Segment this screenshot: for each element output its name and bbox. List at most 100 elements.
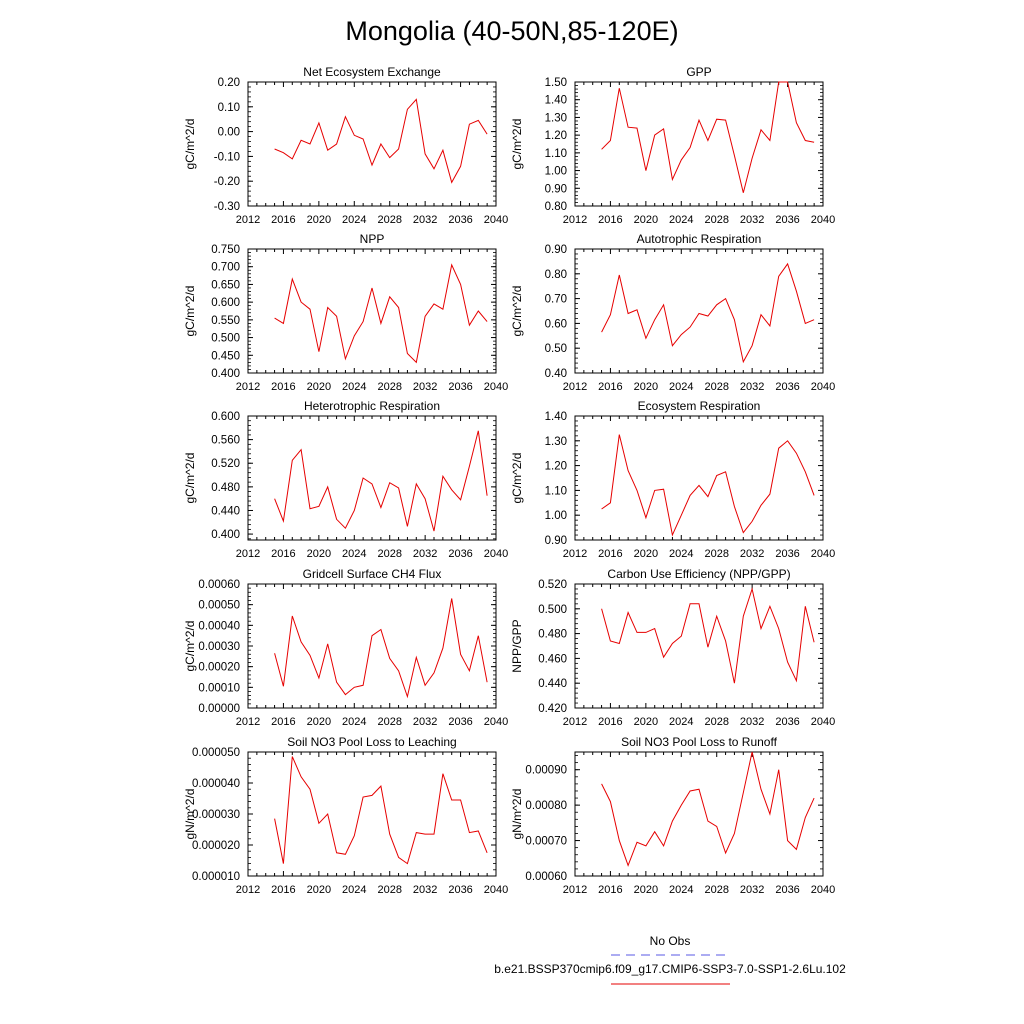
y-tick-label: 0.70 (545, 294, 567, 306)
legend-label-no-obs: No Obs (650, 934, 691, 948)
x-tick-label: 2024 (669, 381, 693, 393)
x-tick-label: 2024 (669, 716, 693, 728)
x-tick-label: 2032 (740, 716, 764, 728)
x-tick-label: 2036 (775, 548, 799, 560)
panels: Net Ecosystem Exchange 2012 2016 2020 2024 20… (183, 65, 835, 896)
series-line (601, 81, 815, 193)
y-tick-label: 0.440 (538, 678, 567, 690)
x-tick-label: 2024 (342, 214, 366, 226)
y-tick-label: 0.650 (211, 279, 240, 291)
y-tick-label: 0.00050 (198, 600, 240, 612)
y-axis-label: gC/m^2/d (183, 286, 197, 337)
x-tick-label: 2028 (377, 716, 401, 728)
series-line (274, 98, 488, 184)
x-tick-label: 2012 (236, 884, 260, 896)
y-tick-label: 0.00020 (198, 662, 240, 674)
plot-frame (574, 248, 824, 374)
x-tick-label: 2016 (271, 548, 295, 560)
y-tick-label: 0.000020 (192, 840, 240, 852)
x-tick-label: 2016 (271, 716, 295, 728)
y-tick-label: 0.440 (211, 505, 240, 517)
x-tick-label: 2012 (563, 884, 587, 896)
x-tick-label: 2032 (740, 884, 764, 896)
plot-frame (247, 81, 497, 207)
y-tick-label: 0.460 (538, 653, 567, 665)
x-tick-label: 2032 (413, 214, 437, 226)
x-tick-label: 2028 (377, 548, 401, 560)
x-tick-label: 2012 (236, 381, 260, 393)
chart-panel-4: Autotrophic Respiration 2012 2016 2020 2024 2… (510, 232, 835, 393)
x-tick-label: 2036 (775, 381, 799, 393)
x-tick-label: 2032 (740, 381, 764, 393)
y-tick-label: 1.50 (545, 77, 567, 89)
chart-panel-8: Carbon Use Efficiency (NPP/GPP) 2012 2016 2… (510, 567, 835, 728)
y-tick-label: 1.20 (545, 130, 567, 142)
chart-panel-6: Ecosystem Respiration 2012 2016 2020 2024 202… (510, 399, 835, 560)
y-tick-label: 0.400 (211, 529, 240, 541)
x-tick-label: 2036 (448, 884, 472, 896)
y-tick-label: 0.10 (218, 102, 240, 114)
y-tick-label: 0.50 (545, 343, 567, 355)
x-tick-label: 2028 (377, 214, 401, 226)
x-tick-label: 2032 (413, 381, 437, 393)
x-tick-label: 2024 (669, 214, 693, 226)
x-tick-label: 2016 (598, 381, 622, 393)
x-tick-label: 2016 (598, 548, 622, 560)
panel-title: Net Ecosystem Exchange (303, 65, 441, 79)
x-tick-label: 2028 (704, 214, 728, 226)
x-tick-label: 2032 (740, 214, 764, 226)
series-line (274, 263, 488, 364)
plot-frame (247, 248, 497, 374)
y-tick-label: 0.00070 (525, 836, 567, 848)
x-tick-label: 2020 (634, 381, 658, 393)
x-tick-label: 2020 (634, 884, 658, 896)
y-tick-label: 0.520 (538, 579, 567, 591)
x-tick-label: 2024 (342, 884, 366, 896)
x-tick-label: 2020 (307, 214, 331, 226)
series-line (601, 587, 815, 684)
panel-title: GPP (686, 65, 711, 79)
y-tick-label: 0.000010 (192, 871, 240, 883)
chart-panel-10: Soil NO3 Pool Loss to Runoff 2012 2016 2020… (510, 735, 835, 896)
y-tick-label: 0.90 (545, 535, 567, 547)
x-tick-label: 2012 (236, 716, 260, 728)
y-tick-label: 0.520 (211, 458, 240, 470)
x-tick-label: 2036 (775, 884, 799, 896)
figure-title: Mongolia (40-50N,85-120E) (345, 16, 678, 46)
x-tick-label: 2020 (634, 548, 658, 560)
x-tick-label: 2024 (342, 548, 366, 560)
plot-frame (247, 751, 497, 877)
y-tick-label: 0.00080 (525, 800, 567, 812)
x-tick-label: 2040 (811, 214, 835, 226)
x-tick-label: 2012 (563, 381, 587, 393)
y-tick-label: 0.500 (538, 604, 567, 616)
panel-title: Soil NO3 Pool Loss to Leaching (287, 735, 456, 749)
y-tick-label: 0.600 (211, 297, 240, 309)
y-tick-label: 0.60 (545, 318, 567, 330)
x-tick-label: 2036 (775, 716, 799, 728)
chart-panel-3: NPP 2012 2016 2020 2024 2028 2032 2036 2040 0.400… (183, 232, 508, 393)
y-tick-label: 0.00 (218, 127, 240, 139)
y-tick-label: 1.40 (545, 95, 567, 107)
y-axis-label: gC/m^2/d (510, 119, 524, 170)
y-tick-label: 0.40 (545, 368, 567, 380)
panel-title: Soil NO3 Pool Loss to Runoff (621, 735, 778, 749)
y-tick-label: 0.560 (211, 435, 240, 447)
y-tick-label: 0.000050 (192, 747, 240, 759)
y-tick-label: 0.00030 (198, 641, 240, 653)
x-tick-label: 2024 (342, 716, 366, 728)
y-tick-label: 0.00060 (198, 579, 240, 591)
y-tick-label: 0.500 (211, 333, 240, 345)
y-axis-label: gC/m^2/d (183, 119, 197, 170)
y-tick-label: 0.750 (211, 244, 240, 256)
y-axis-label: gC/m^2/d (183, 453, 197, 504)
y-tick-label: 1.10 (545, 485, 567, 497)
chart-panel-5: Heterotrophic Respiration 2012 2016 2020 202… (183, 399, 508, 560)
legend-label-model: b.e21.BSSP370cmip6.f09_g17.CMIP6-SSP3-7.… (494, 962, 846, 976)
x-tick-label: 2040 (484, 381, 508, 393)
y-tick-label: 0.000040 (192, 778, 240, 790)
x-tick-label: 2016 (271, 381, 295, 393)
x-tick-label: 2012 (236, 214, 260, 226)
series-line (601, 262, 815, 364)
